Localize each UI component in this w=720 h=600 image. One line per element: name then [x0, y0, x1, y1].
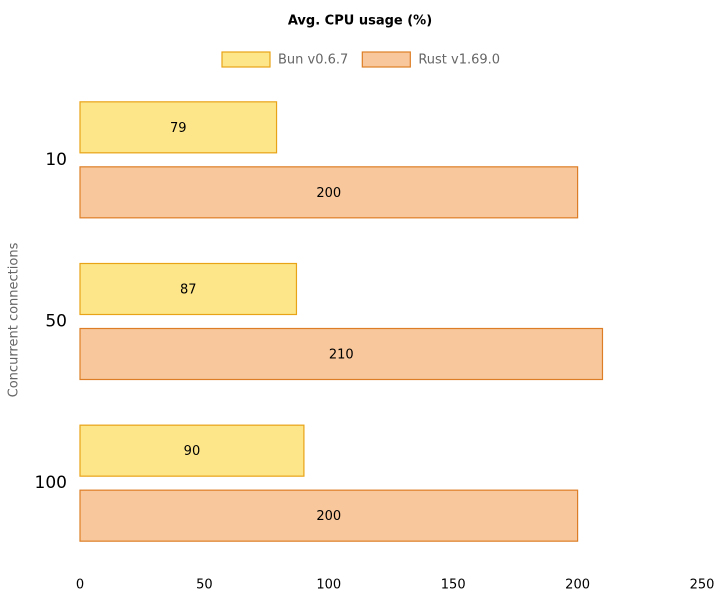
bar — [79, 424, 305, 477]
data-label: 200 — [316, 509, 341, 524]
x-tick-label: 150 — [441, 578, 466, 593]
chart-title: Avg. CPU usage (%) — [288, 14, 432, 29]
x-tick-label: 50 — [196, 578, 213, 593]
x-tick-label: 0 — [76, 578, 84, 593]
data-label: 90 — [184, 444, 201, 459]
bar — [79, 166, 579, 219]
bar — [79, 262, 298, 316]
y-tick-label: 100 — [35, 473, 67, 493]
bar — [79, 327, 604, 381]
x-tick-label: 250 — [690, 578, 715, 593]
bar — [79, 101, 278, 154]
y-tick-label: 50 — [45, 312, 67, 332]
legend-label: Rust v1.69.0 — [418, 53, 500, 68]
legend-label: Bun v0.6.7 — [278, 53, 348, 68]
legend-swatch — [221, 51, 271, 68]
y-tick-label: 10 — [45, 150, 67, 170]
legend-swatch — [361, 51, 411, 68]
x-tick-label: 200 — [565, 578, 590, 593]
data-label: 210 — [329, 348, 354, 363]
data-label: 79 — [170, 121, 187, 136]
data-label: 200 — [316, 186, 341, 201]
data-label: 87 — [180, 283, 197, 298]
y-axis-label: Concurrent connections — [7, 242, 22, 397]
bar — [79, 489, 579, 542]
x-tick-label: 100 — [316, 578, 341, 593]
